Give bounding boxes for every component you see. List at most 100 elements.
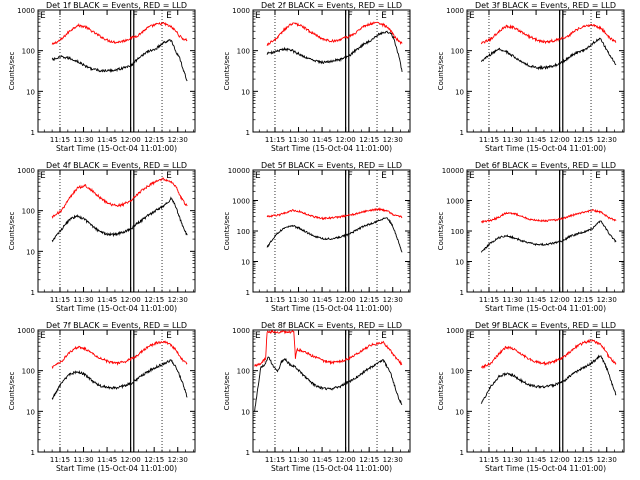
events-series-line bbox=[266, 217, 403, 253]
y-tick-label: 100 bbox=[451, 228, 464, 236]
y-axis-label: Counts/sec bbox=[223, 212, 231, 251]
y-axis-label: Counts/sec bbox=[223, 52, 231, 91]
plot-frame bbox=[37, 9, 196, 133]
x-tick-label: 11:30 bbox=[288, 296, 308, 304]
x-tick-label: 12:00 bbox=[550, 456, 570, 464]
events-series-line bbox=[254, 356, 403, 412]
panel-title: Det 6f BLACK = Events, RED = LLD bbox=[475, 161, 616, 170]
y-tick-label: 1 bbox=[460, 289, 464, 297]
end-marker-e: E bbox=[166, 11, 172, 21]
y-tick-label: 1000 bbox=[232, 7, 250, 15]
x-tick-label: 11:15 bbox=[50, 456, 70, 464]
lld-series-line bbox=[51, 340, 188, 370]
x-tick-label: 11:45 bbox=[312, 296, 332, 304]
x-tick-label: 12:30 bbox=[168, 456, 188, 464]
panel-title: Det 2f BLACK = Events, RED = LLD bbox=[261, 1, 402, 10]
y-tick-label: 1 bbox=[31, 449, 35, 457]
x-tick-label: 12:00 bbox=[550, 296, 570, 304]
y-axis-label: Counts/sec bbox=[8, 52, 16, 91]
events-series-line bbox=[480, 220, 617, 253]
flare-marker-f: F bbox=[133, 11, 138, 21]
x-tick-label: 12:15 bbox=[144, 136, 164, 144]
y-tick-label: 100 bbox=[237, 228, 250, 236]
x-tick-label: 11:30 bbox=[73, 136, 93, 144]
x-tick-label: 12:15 bbox=[573, 136, 593, 144]
y-tick-label: 1 bbox=[460, 129, 464, 137]
y-tick-label: 10 bbox=[455, 88, 464, 96]
y-tick-label: 1000 bbox=[446, 198, 464, 206]
end-marker-e: E bbox=[381, 171, 387, 181]
x-tick-label: 12:30 bbox=[597, 456, 617, 464]
x-tick-label: 12:15 bbox=[359, 136, 379, 144]
y-tick-label: 10 bbox=[26, 248, 35, 256]
y-tick-label: 100 bbox=[22, 208, 35, 216]
y-tick-label: 10 bbox=[241, 259, 250, 267]
plot-frame bbox=[252, 9, 411, 133]
x-axis-label: Start Time (15-Oct-04 11:01:00) bbox=[485, 464, 606, 473]
start-marker-e: E bbox=[40, 331, 46, 341]
y-tick-label: 100 bbox=[451, 48, 464, 56]
x-tick-label: 12:30 bbox=[168, 136, 188, 144]
x-tick-label: 11:30 bbox=[288, 456, 308, 464]
y-axis-label: Counts/sec bbox=[437, 52, 445, 91]
x-tick-label: 12:15 bbox=[144, 456, 164, 464]
detector-panel-8: Det 8f BLACK = Events, RED = LLD 1 10 100 10… bbox=[223, 321, 411, 473]
x-tick-label: 11:30 bbox=[502, 456, 522, 464]
detector-panel-4: Det 4f BLACK = Events, RED = LLD 1 10 100 10… bbox=[8, 161, 196, 313]
panel-title: Det 5f BLACK = Events, RED = LLD bbox=[261, 161, 402, 170]
y-tick-label: 1000 bbox=[232, 327, 250, 335]
flare-marker-f: F bbox=[562, 331, 567, 341]
detector-panel-7: Det 7f BLACK = Events, RED = LLD 1 10 100 10… bbox=[8, 321, 196, 473]
x-tick-label: 11:15 bbox=[265, 136, 285, 144]
y-tick-label: 10 bbox=[26, 408, 35, 416]
panel-title: Det 7f BLACK = Events, RED = LLD bbox=[46, 321, 187, 330]
plot-frame bbox=[252, 169, 411, 293]
x-tick-label: 11:30 bbox=[502, 136, 522, 144]
y-axis-label: Counts/sec bbox=[8, 372, 16, 411]
panel-title: Det 4f BLACK = Events, RED = LLD bbox=[46, 161, 187, 170]
lld-series-line bbox=[266, 207, 403, 221]
y-axis-label: Counts/sec bbox=[8, 212, 16, 251]
lld-series-line bbox=[51, 177, 188, 219]
x-tick-label: 12:30 bbox=[383, 136, 403, 144]
start-marker-e: E bbox=[255, 11, 261, 21]
x-tick-label: 11:45 bbox=[97, 296, 117, 304]
events-series-line bbox=[51, 38, 188, 82]
start-marker-e: E bbox=[255, 171, 261, 181]
x-axis-label: Start Time (15-Oct-04 11:01:00) bbox=[485, 304, 606, 313]
x-tick-label: 12:00 bbox=[121, 456, 141, 464]
x-axis-label: Start Time (15-Oct-04 11:01:00) bbox=[271, 304, 392, 313]
x-tick-label: 11:30 bbox=[288, 136, 308, 144]
flare-marker-f: F bbox=[562, 11, 567, 21]
y-tick-label: 100 bbox=[237, 48, 250, 56]
flare-marker-f: F bbox=[133, 331, 138, 341]
y-tick-label: 1 bbox=[246, 129, 250, 137]
lld-series-line bbox=[481, 338, 617, 369]
y-tick-label: 1000 bbox=[17, 167, 35, 175]
detector-panel-3: Det 3f BLACK = Events, RED = LLD 1 10 100 10… bbox=[437, 1, 625, 153]
x-tick-label: 12:00 bbox=[121, 296, 141, 304]
x-tick-label: 12:15 bbox=[573, 296, 593, 304]
end-marker-e: E bbox=[595, 331, 601, 341]
y-tick-label: 10 bbox=[26, 88, 35, 96]
detector-panel-6: Det 6f BLACK = Events, RED = LLD 1 10 100 10… bbox=[437, 161, 625, 313]
y-tick-label: 1 bbox=[31, 289, 35, 297]
x-tick-label: 11:15 bbox=[479, 456, 499, 464]
x-tick-label: 11:45 bbox=[97, 456, 117, 464]
x-tick-label: 12:30 bbox=[383, 296, 403, 304]
x-tick-label: 11:30 bbox=[502, 296, 522, 304]
y-tick-label: 1000 bbox=[17, 7, 35, 15]
x-tick-label: 12:15 bbox=[573, 456, 593, 464]
detector-panel-5: Det 5f BLACK = Events, RED = LLD 1 10 100 10… bbox=[223, 161, 411, 313]
x-tick-label: 11:45 bbox=[312, 136, 332, 144]
y-tick-label: 10 bbox=[241, 88, 250, 96]
x-tick-label: 11:30 bbox=[73, 456, 93, 464]
events-series-line bbox=[266, 30, 403, 72]
y-tick-label: 1 bbox=[246, 449, 250, 457]
plot-frame bbox=[466, 329, 625, 453]
y-axis-label: Counts/sec bbox=[437, 372, 445, 411]
x-axis-label: Start Time (15-Oct-04 11:01:00) bbox=[271, 464, 392, 473]
flare-marker-f: F bbox=[562, 171, 567, 181]
lld-series-line bbox=[266, 21, 403, 47]
